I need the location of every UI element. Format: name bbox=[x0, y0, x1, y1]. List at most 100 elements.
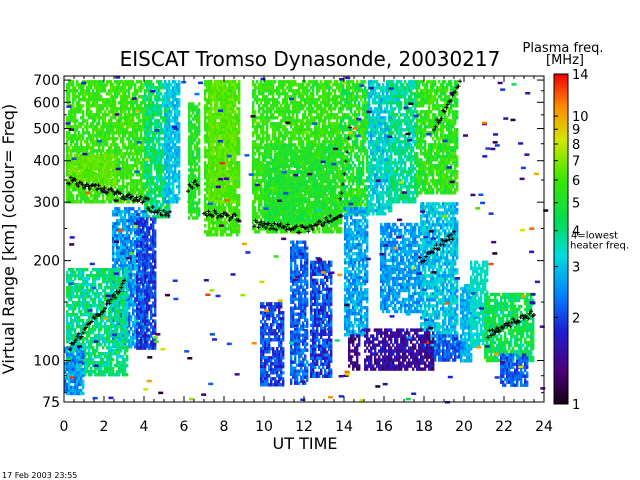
data-cell bbox=[132, 101, 135, 105]
data-cell bbox=[144, 292, 147, 296]
data-cell bbox=[142, 217, 145, 221]
data-cell bbox=[130, 207, 133, 211]
data-cell bbox=[152, 340, 155, 344]
data-cell bbox=[154, 107, 157, 111]
data-cell bbox=[134, 288, 137, 292]
data-cell bbox=[130, 303, 133, 307]
data-cell bbox=[154, 313, 157, 317]
data-cell bbox=[112, 177, 115, 182]
data-cell bbox=[78, 304, 81, 308]
data-cell bbox=[76, 153, 79, 158]
data-cell bbox=[118, 234, 121, 238]
data-cell bbox=[144, 238, 147, 242]
data-cell bbox=[152, 176, 155, 180]
data-cell bbox=[68, 110, 71, 114]
data-cell bbox=[132, 222, 135, 226]
data-cell bbox=[170, 134, 173, 138]
data-cell bbox=[128, 279, 131, 283]
data-cell bbox=[80, 370, 83, 375]
data-cell bbox=[108, 122, 111, 126]
data-cell bbox=[78, 334, 81, 338]
data-cell bbox=[142, 158, 145, 162]
data-cell bbox=[72, 271, 75, 275]
data-cell bbox=[90, 113, 93, 117]
data-cell bbox=[162, 188, 165, 192]
data-cell bbox=[178, 110, 181, 114]
data-cell bbox=[118, 219, 121, 223]
data-cell bbox=[106, 101, 109, 105]
data-cell bbox=[84, 355, 87, 359]
data-cell bbox=[98, 116, 101, 120]
data-cell bbox=[198, 123, 201, 127]
data-cell bbox=[78, 134, 81, 138]
data-cell bbox=[148, 226, 151, 230]
data-cell bbox=[120, 264, 123, 268]
data-cell bbox=[110, 143, 113, 147]
data-cell bbox=[106, 180, 109, 185]
data-cell bbox=[142, 223, 145, 227]
data-cell bbox=[154, 304, 157, 308]
data-cell bbox=[160, 173, 163, 177]
data-cell bbox=[102, 83, 105, 87]
data-cell bbox=[78, 271, 81, 275]
data-cell bbox=[100, 322, 103, 326]
data-cell bbox=[136, 232, 139, 236]
data-cell bbox=[142, 301, 145, 305]
data-cell bbox=[154, 182, 157, 186]
data-cell bbox=[140, 250, 143, 254]
data-cell bbox=[220, 218, 223, 222]
data-cell bbox=[82, 343, 85, 347]
data-cell bbox=[122, 167, 125, 171]
data-cell bbox=[92, 277, 95, 281]
data-cell bbox=[108, 180, 111, 185]
data-cell bbox=[78, 301, 81, 305]
data-cell bbox=[92, 131, 95, 135]
data-cell bbox=[178, 158, 181, 162]
data-cell bbox=[76, 286, 79, 290]
data-cell bbox=[120, 95, 123, 99]
data-cell bbox=[92, 283, 95, 287]
data-cell bbox=[136, 179, 139, 183]
data-cell bbox=[66, 295, 69, 299]
data-cell bbox=[178, 176, 181, 180]
data-cell bbox=[82, 367, 85, 372]
data-cell bbox=[94, 156, 97, 161]
data-cell bbox=[174, 143, 177, 147]
data-cell bbox=[132, 288, 135, 292]
data-cell bbox=[86, 174, 89, 179]
data-cell bbox=[156, 125, 159, 129]
data-cell bbox=[160, 80, 163, 84]
data-cell bbox=[136, 125, 139, 129]
data-cell bbox=[80, 98, 83, 102]
data-cell bbox=[150, 286, 153, 290]
data-cell bbox=[90, 149, 93, 153]
data-cell bbox=[124, 219, 127, 223]
data-cell bbox=[66, 334, 69, 338]
data-cell bbox=[88, 113, 91, 117]
data-cell bbox=[76, 385, 79, 390]
data-cell bbox=[94, 86, 97, 90]
data-cell bbox=[90, 98, 93, 102]
data-cell bbox=[146, 137, 149, 141]
data-cell bbox=[114, 237, 117, 241]
data-cell bbox=[190, 114, 193, 118]
data-cell bbox=[88, 340, 91, 344]
data-cell bbox=[86, 346, 89, 350]
data-cell bbox=[168, 161, 171, 165]
data-cell bbox=[158, 173, 161, 177]
data-cell bbox=[130, 213, 133, 217]
data-cell bbox=[126, 364, 129, 368]
data-cell bbox=[146, 98, 149, 102]
data-cell bbox=[198, 174, 201, 178]
data-cell bbox=[136, 267, 139, 271]
data-cell bbox=[166, 116, 169, 120]
data-cell bbox=[144, 116, 147, 120]
data-cell bbox=[98, 143, 101, 147]
data-cell bbox=[110, 364, 113, 368]
data-cell bbox=[82, 149, 85, 153]
data-cell bbox=[128, 315, 131, 319]
data-cell bbox=[82, 119, 85, 123]
data-cell bbox=[178, 179, 181, 183]
data-cell bbox=[112, 183, 115, 188]
data-cell bbox=[112, 322, 115, 326]
